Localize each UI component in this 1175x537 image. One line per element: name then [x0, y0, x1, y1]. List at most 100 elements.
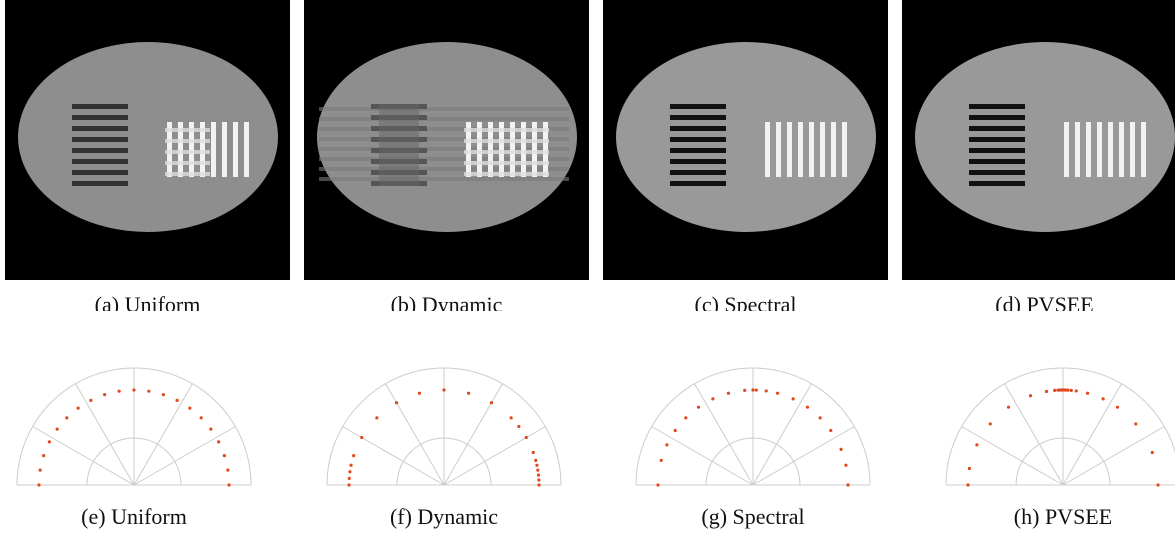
dark-bar	[670, 159, 726, 164]
angle-dot	[537, 483, 540, 486]
angle-dot	[375, 416, 378, 419]
cross-artifact	[165, 172, 210, 176]
angle-dot	[348, 477, 351, 480]
angle-dot	[751, 388, 754, 391]
angle-dot	[227, 483, 230, 486]
polar-spoke	[33, 427, 134, 486]
polar-spoke	[343, 427, 444, 486]
polar-spoke	[962, 427, 1063, 486]
dark-bar	[670, 104, 726, 109]
polar-spoke	[134, 427, 235, 486]
angle-dot	[966, 483, 969, 486]
angle-dot	[349, 464, 352, 467]
streak-artifact	[319, 167, 569, 171]
angle-dot	[656, 483, 659, 486]
cross-artifact	[464, 150, 549, 154]
angle-dot	[347, 483, 350, 486]
bright-bar	[842, 122, 847, 177]
angle-dot	[395, 401, 398, 404]
angle-dot	[37, 483, 40, 486]
bright-bar	[787, 122, 792, 177]
angle-dot	[765, 389, 768, 392]
angle-dot	[839, 448, 842, 451]
angle-dot	[1086, 392, 1089, 395]
page: (a) Uniform(b) Dynamic(c) Spectral(d) PV…	[0, 0, 1175, 537]
angle-dot	[674, 429, 677, 432]
angle-dot	[792, 397, 795, 400]
polar-spoke	[753, 427, 854, 486]
angle-dot	[223, 454, 226, 457]
angle-dot	[1056, 389, 1059, 392]
dark-bar	[72, 104, 128, 109]
bright-bar	[1119, 122, 1124, 177]
polar-spoke	[753, 384, 812, 485]
angle-dot	[48, 440, 51, 443]
angle-dot	[467, 392, 470, 395]
angle-dot	[534, 459, 537, 462]
bright-bar	[211, 122, 216, 177]
bright-bar	[244, 122, 249, 177]
angle-dot	[209, 428, 212, 431]
angle-dot	[42, 454, 45, 457]
angle-dot	[665, 443, 668, 446]
cross-artifact	[464, 161, 549, 165]
dark-bar	[670, 115, 726, 120]
dark-bar	[969, 104, 1025, 109]
polar-spoke	[444, 427, 545, 486]
dark-bar	[72, 148, 128, 153]
polar-spoke	[1063, 384, 1122, 485]
dark-bar	[969, 126, 1025, 131]
phantom-ellipse	[915, 42, 1175, 232]
polar-spoke	[652, 427, 753, 486]
bright-bar	[798, 122, 803, 177]
bright-bar	[776, 122, 781, 177]
angle-dot	[56, 428, 59, 431]
angle-dot	[968, 467, 971, 470]
angle-dot	[103, 393, 106, 396]
angle-dot	[660, 459, 663, 462]
phantom-ellipse	[18, 42, 278, 232]
angle-dot	[684, 416, 687, 419]
angle-dot	[776, 392, 779, 395]
angle-dot	[226, 469, 229, 472]
cross-artifact	[165, 128, 210, 132]
angle-dot	[65, 416, 68, 419]
angle-dot	[829, 429, 832, 432]
angle-dot	[1151, 451, 1154, 454]
dark-bar	[670, 181, 726, 186]
angle-dot	[537, 478, 540, 481]
dark-bar	[969, 159, 1025, 164]
cross-artifact	[165, 161, 210, 165]
figure: (a) Uniform(b) Dynamic(c) Spectral(d) PV…	[0, 0, 1175, 537]
dark-bar	[72, 115, 128, 120]
angle-dot	[535, 464, 538, 467]
caption: (g) Spectral	[701, 504, 804, 529]
angle-dot	[1116, 406, 1119, 409]
angle-dot	[1070, 389, 1073, 392]
streak-artifact	[319, 107, 569, 111]
angle-dot	[1029, 394, 1032, 397]
angle-dot	[39, 469, 42, 472]
angle-dot	[844, 464, 847, 467]
bright-bar	[1086, 122, 1091, 177]
angle-dot	[532, 451, 535, 454]
angle-dot	[352, 454, 355, 457]
caption: (e) Uniform	[81, 504, 187, 529]
angle-dot	[490, 401, 493, 404]
cross-artifact	[464, 172, 549, 176]
dark-bar	[969, 137, 1025, 142]
angle-dot	[819, 416, 822, 419]
angle-dot	[118, 390, 121, 393]
dark-bar	[72, 126, 128, 131]
angle-dot	[442, 388, 445, 391]
dark-bar	[670, 148, 726, 153]
polar-plot	[636, 368, 870, 487]
dark-bar	[72, 159, 128, 164]
angle-dot	[147, 390, 150, 393]
angle-dot	[188, 407, 191, 410]
angle-dot	[77, 407, 80, 410]
angle-dot	[162, 393, 165, 396]
dark-bar	[670, 137, 726, 142]
caption: (b) Dynamic	[391, 292, 503, 317]
dark-bar	[670, 126, 726, 131]
